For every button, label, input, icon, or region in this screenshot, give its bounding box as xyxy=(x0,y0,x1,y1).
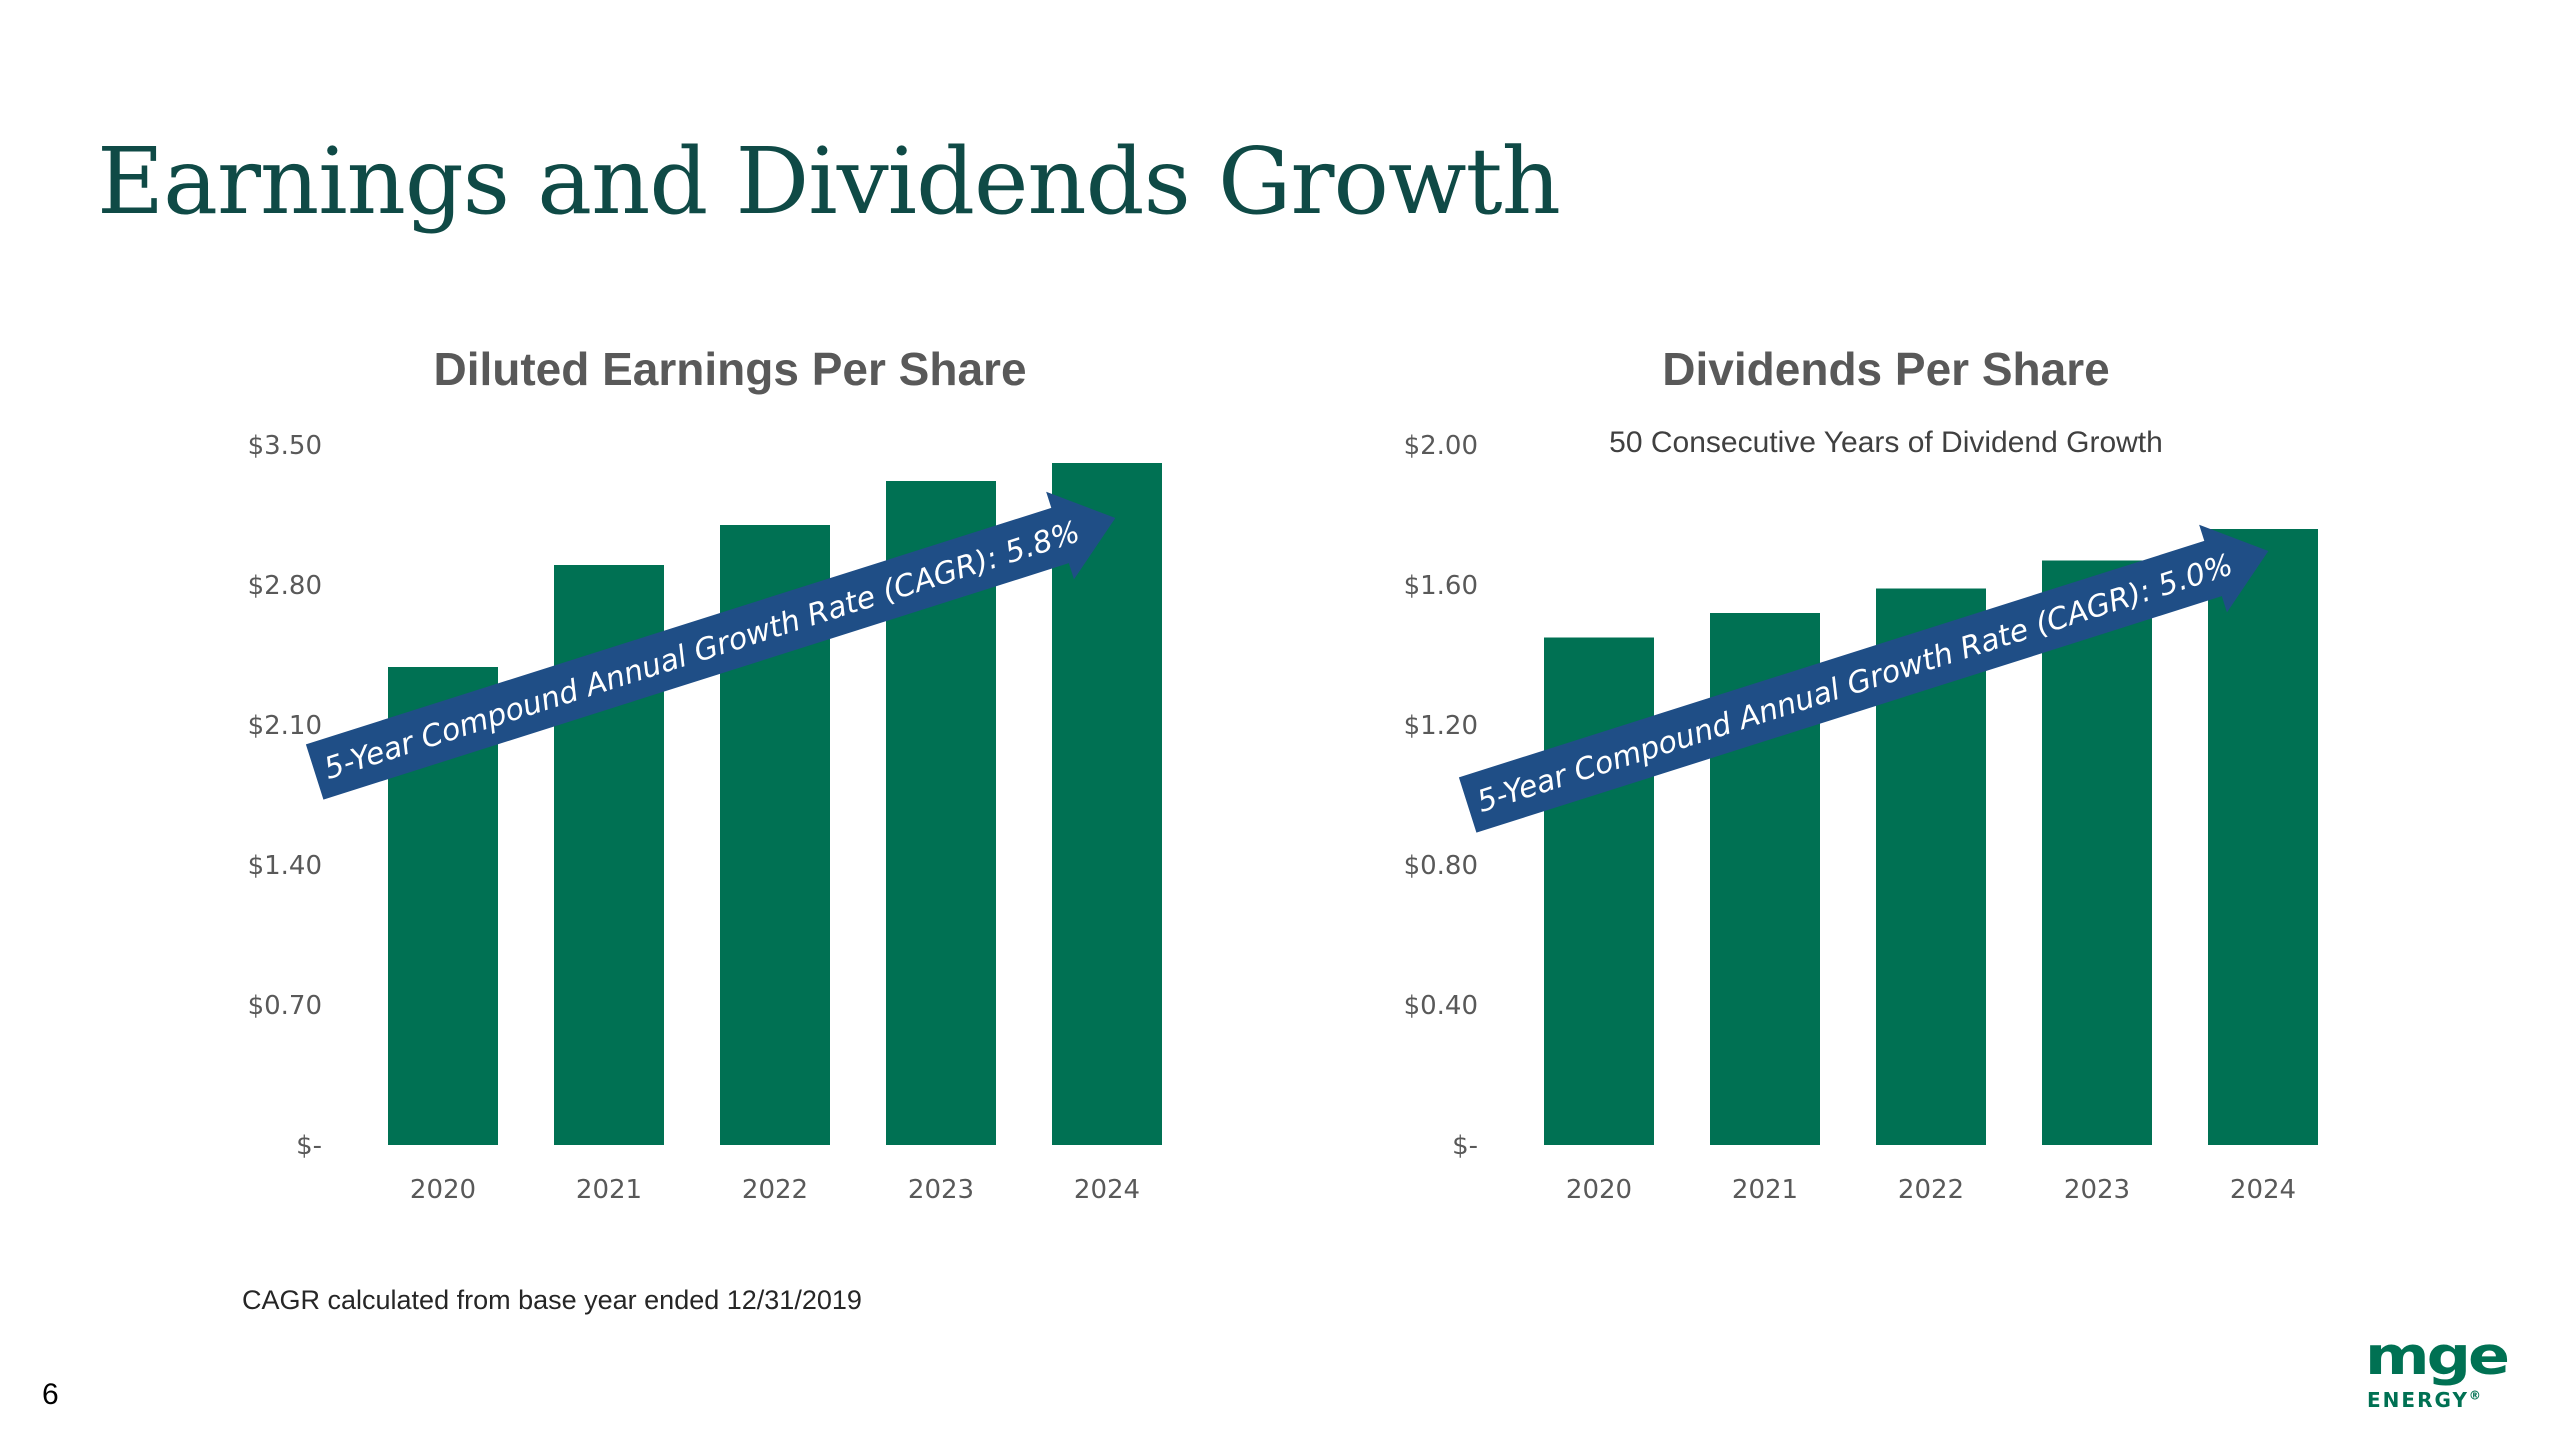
x-tick-label: 2021 xyxy=(576,1175,642,1205)
x-tick-label: 2022 xyxy=(1898,1175,1964,1205)
cagr-arrow-group: 5-Year Compound Annual Growth Rate (CAGR… xyxy=(305,491,1116,800)
y-tick-label: $0.80 xyxy=(1404,851,1478,881)
y-tick-label: $2.00 xyxy=(1404,431,1478,461)
x-tick-label: 2022 xyxy=(742,1175,808,1205)
company-logo: mge ENERGY® xyxy=(2365,1330,2525,1414)
cagr-arrow-shape xyxy=(1458,524,2269,833)
y-tick-label: $3.50 xyxy=(248,431,322,461)
y-tick-label: $- xyxy=(296,1131,322,1161)
cagr-arrow-shape xyxy=(305,491,1116,800)
y-tick-label: $- xyxy=(1452,1131,1478,1161)
x-tick-label: 2020 xyxy=(410,1175,476,1205)
eps-chart: Diluted Earnings Per Share $- $0.70 $1.40 $2… xyxy=(248,343,1162,1205)
dividends-chart: Dividends Per Share 50 Consecutive Years … xyxy=(1404,343,2318,1205)
page-number: 6 xyxy=(42,1378,59,1411)
y-tick-label: $0.40 xyxy=(1404,991,1478,1021)
bar-2023 xyxy=(2042,560,2152,1145)
y-tick-label: $2.10 xyxy=(248,711,322,741)
logo-subtext: ENERGY® xyxy=(2367,1388,2483,1412)
y-tick-label: $0.70 xyxy=(248,991,322,1021)
y-tick-label: $1.40 xyxy=(248,851,322,881)
x-tick-label: 2021 xyxy=(1732,1175,1798,1205)
chart-title: Diluted Earnings Per Share xyxy=(433,343,1026,395)
chart-title: Dividends Per Share xyxy=(1662,343,2109,395)
y-tick-label: $1.60 xyxy=(1404,571,1478,601)
chart-subtitle: 50 Consecutive Years of Dividend Growth xyxy=(1609,426,2163,459)
x-tick-label: 2024 xyxy=(2230,1175,2296,1205)
x-tick-label: 2023 xyxy=(908,1175,974,1205)
x-tick-label: 2024 xyxy=(1074,1175,1140,1205)
logo-wordmark: mge xyxy=(2365,1324,2510,1387)
bar-2024 xyxy=(1052,463,1162,1145)
x-tick-label: 2020 xyxy=(1566,1175,1632,1205)
y-tick-label: $2.80 xyxy=(248,571,322,601)
y-tick-label: $1.20 xyxy=(1404,711,1478,741)
bar-2020 xyxy=(1544,637,1654,1145)
footnote: CAGR calculated from base year ended 12/… xyxy=(242,1285,862,1315)
bar-2024 xyxy=(2208,529,2318,1145)
x-tick-label: 2023 xyxy=(2064,1175,2130,1205)
page-title: Earnings and Dividends Growth xyxy=(97,128,1561,235)
